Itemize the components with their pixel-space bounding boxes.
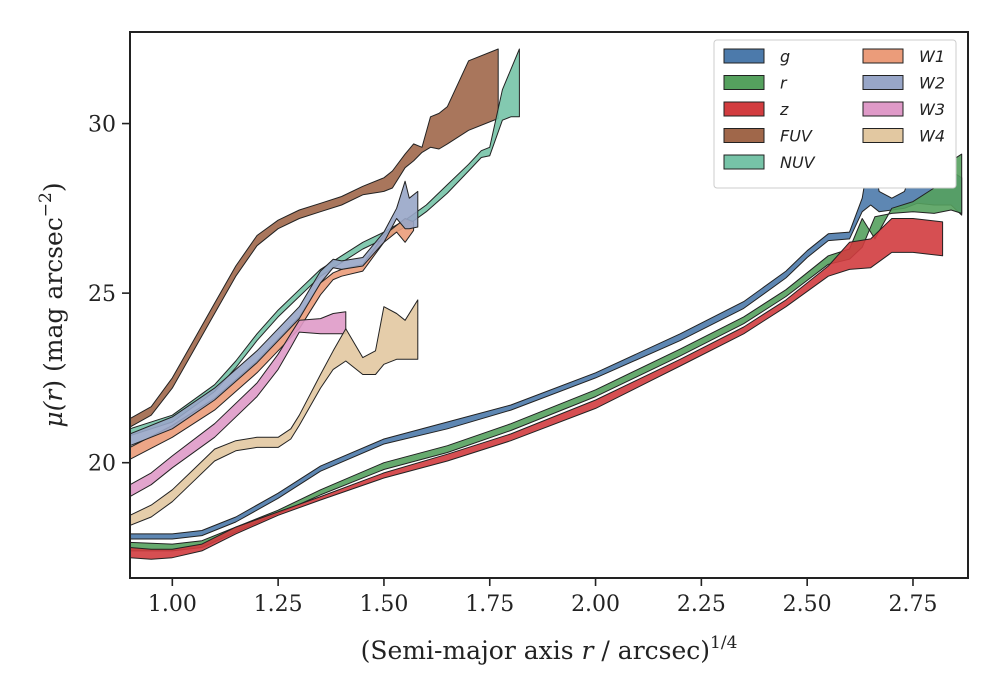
series-band-r bbox=[130, 153, 963, 552]
y-axis-ticks: 20 25 30 bbox=[88, 113, 130, 477]
legend-swatch-nuv bbox=[723, 154, 765, 170]
x-tick-label: 2.25 bbox=[677, 592, 726, 617]
legend-label-w2: W2 bbox=[919, 74, 945, 93]
legend-label-w3: W3 bbox=[919, 100, 945, 119]
y-tick-label: 30 bbox=[88, 113, 116, 138]
x-tick-label: 1.25 bbox=[254, 592, 303, 617]
y-tick-label: 20 bbox=[88, 452, 116, 477]
x-axis-label: (Semi-major axis r / arcsec)1/4 bbox=[361, 633, 738, 665]
x-tick-label: 2.75 bbox=[888, 592, 937, 617]
legend-swatch-z bbox=[723, 101, 765, 117]
legend-label-g: g bbox=[780, 47, 790, 66]
legend-swatch-w3 bbox=[862, 101, 904, 117]
series-band-w4 bbox=[130, 299, 419, 526]
x-tick-label: 1.75 bbox=[465, 592, 514, 617]
x-tick-label: 1.50 bbox=[359, 592, 408, 617]
legend-label-fuv: FUV bbox=[780, 127, 813, 146]
legend-label-w4: W4 bbox=[919, 127, 945, 146]
series-band-z bbox=[130, 218, 944, 560]
y-axis-label: μ(r) (mag arcsec−2) bbox=[36, 182, 68, 427]
series-bands bbox=[130, 48, 963, 560]
legend-swatch-w4 bbox=[862, 128, 904, 143]
legend: grz FUV NUV W1 W2 W3 W4 bbox=[713, 39, 957, 189]
x-tick-label: 1.00 bbox=[148, 592, 197, 617]
series-band-fuv bbox=[130, 48, 499, 428]
series-band-w2 bbox=[130, 180, 419, 447]
legend-label-r: r bbox=[780, 74, 788, 93]
legend-swatch-g bbox=[723, 48, 765, 64]
x-tick-label: 2.50 bbox=[783, 592, 832, 617]
y-tick-label: 25 bbox=[88, 282, 116, 307]
legend-swatch-w1 bbox=[862, 48, 904, 64]
x-tick-label: 2.00 bbox=[571, 592, 620, 617]
legend-swatch-w2 bbox=[862, 75, 904, 90]
x-axis-ticks: 1.00 1.25 1.50 1.75 2.00 2.25 2.50 2.75 bbox=[148, 578, 937, 617]
legend-label-nuv: NUV bbox=[780, 153, 816, 172]
legend-label-w1: W1 bbox=[919, 47, 945, 66]
plot-frame bbox=[129, 31, 969, 579]
legend-swatch-fuv bbox=[723, 128, 765, 143]
series-band-w3 bbox=[130, 311, 347, 498]
legend-label-z: z bbox=[779, 100, 789, 119]
legend-swatch-r bbox=[723, 75, 765, 90]
